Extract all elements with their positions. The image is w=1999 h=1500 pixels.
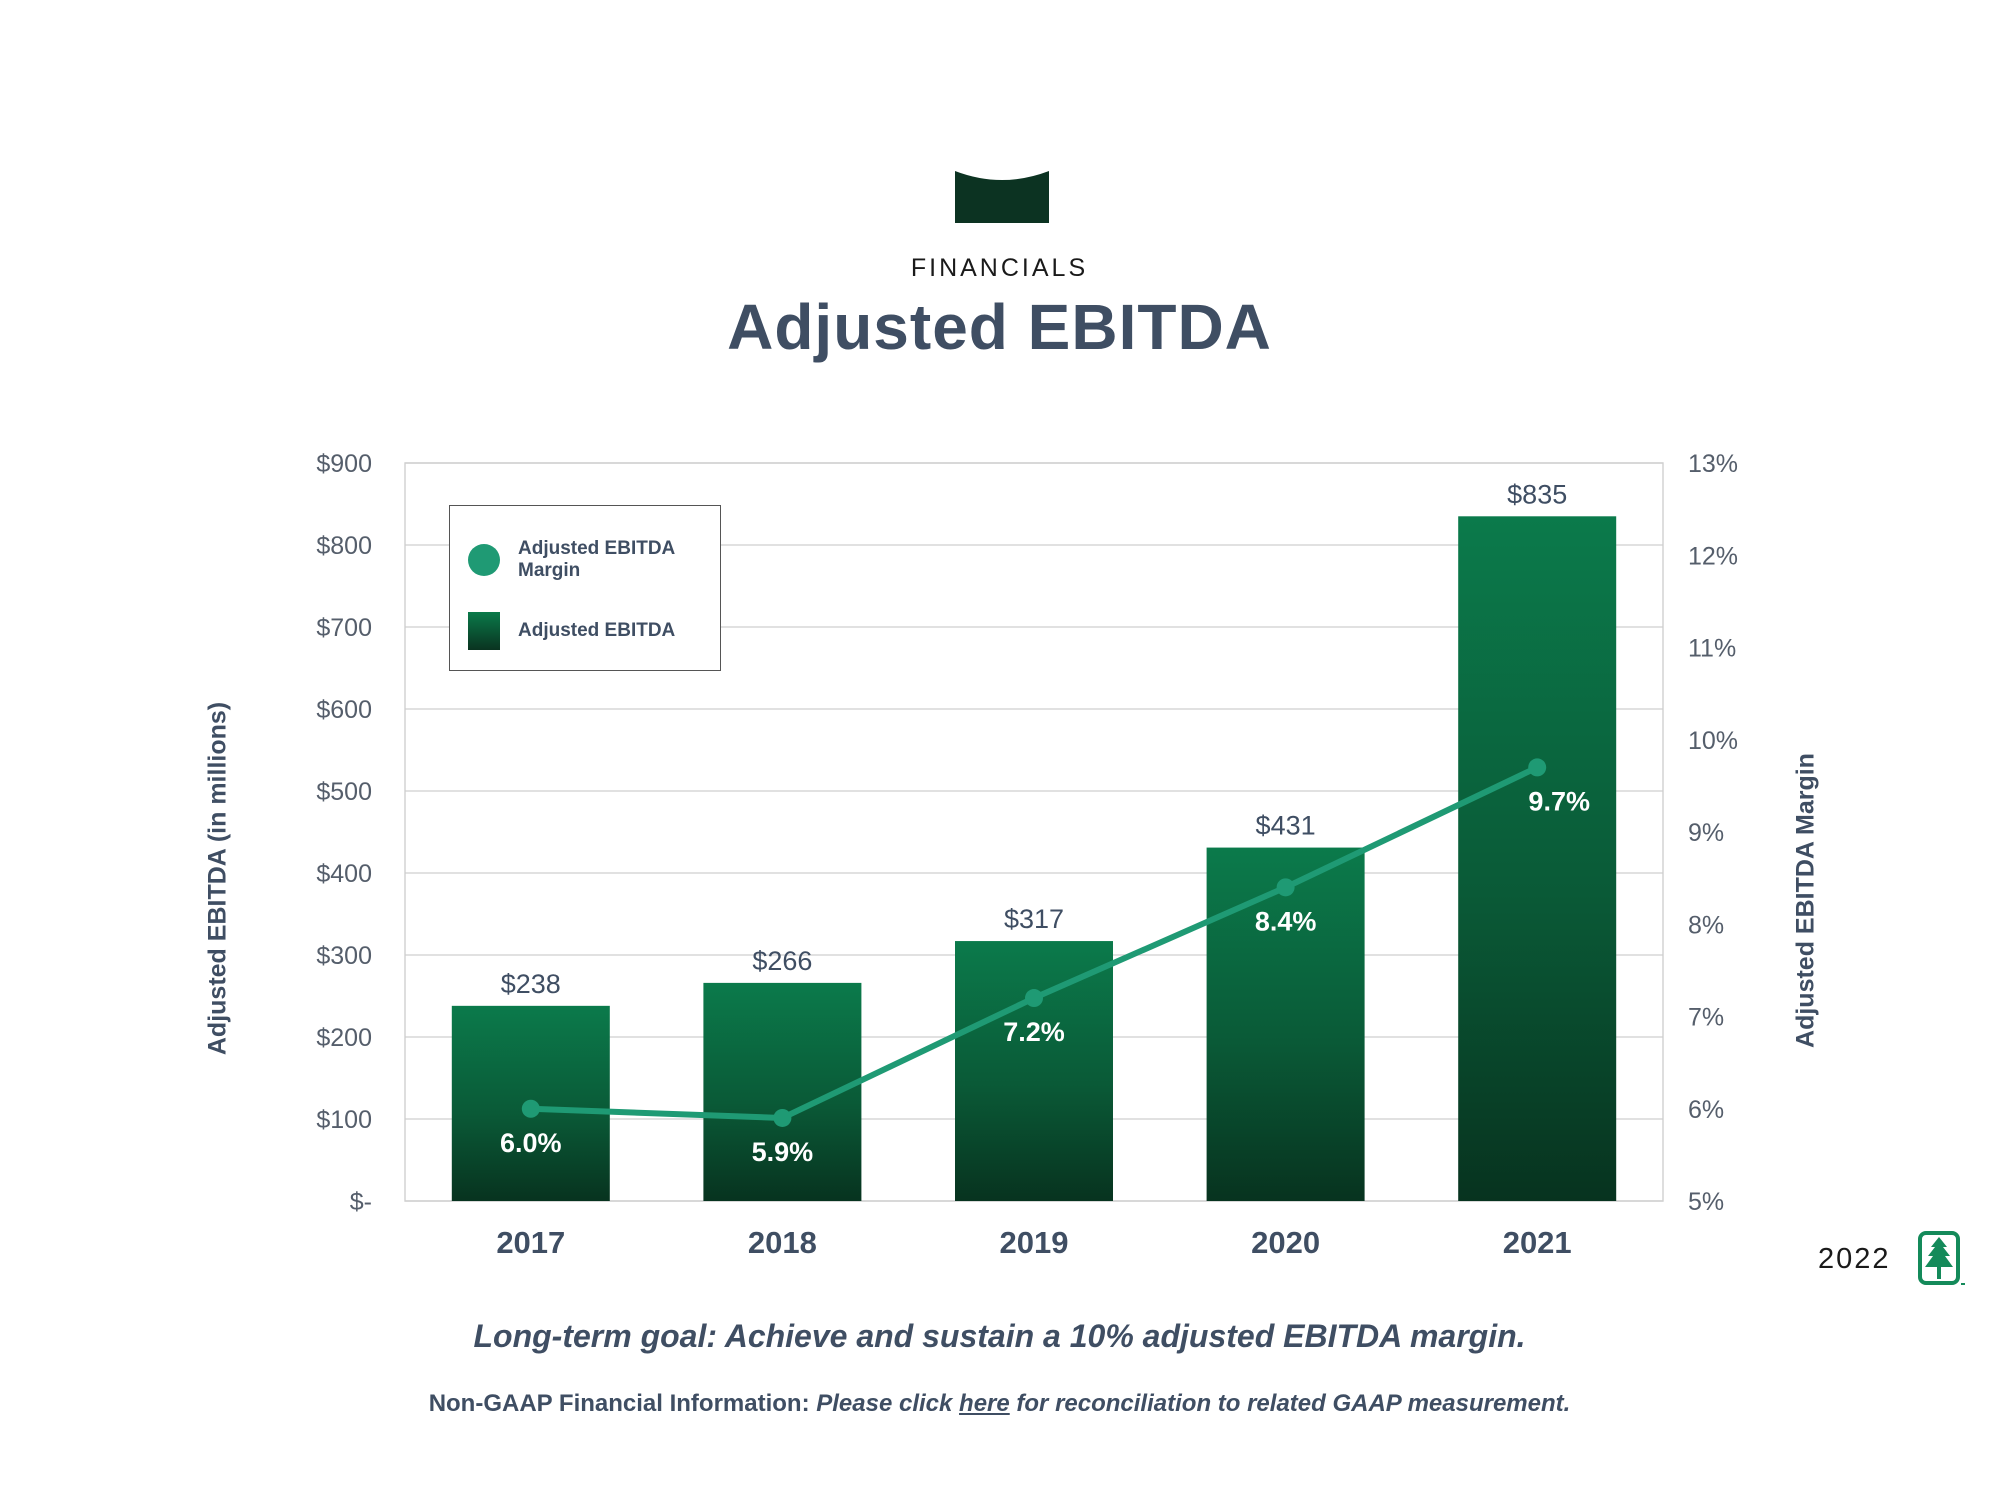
note-prefix: Non-GAAP Financial Information:	[428, 1390, 817, 1417]
left-tick-label: $500	[316, 778, 372, 806]
x-tick-label: 2019	[1000, 1225, 1069, 1260]
margin-point-2021	[1528, 758, 1547, 777]
x-tick-label: 2020	[1251, 1225, 1320, 1260]
left-tick-label: $100	[316, 1106, 372, 1134]
bar-2021	[1458, 516, 1617, 1201]
ebitda-chart: $- $100 $200 $300 $400 $500 $600 $700 $800 $900 5%…	[316, 450, 1738, 1260]
margin-value-label: 9.7%	[1528, 786, 1590, 816]
left-tick-label: $300	[316, 942, 372, 970]
bar-value-label: $431	[1256, 811, 1316, 841]
right-tick-label: 12%	[1688, 542, 1738, 570]
legend-item-ebitda: Adjusted EBITDA	[468, 612, 708, 650]
left-tick-label: $900	[316, 450, 372, 478]
legend-margin-dot-icon	[468, 544, 500, 576]
margin-point-2017	[521, 1099, 540, 1118]
y-axis-left-label: Adjusted EBITDA (in millions)	[203, 701, 232, 1056]
margin-value-label: 6.0%	[500, 1128, 562, 1158]
legend-bar-swatch-icon	[468, 612, 500, 650]
margin-value-label: 8.4%	[1255, 906, 1317, 936]
note-click: Please click	[816, 1390, 960, 1417]
x-tick-label: 2017	[496, 1225, 565, 1260]
legend-item-margin: Adjusted EBITDA Margin	[468, 538, 708, 582]
section-label: FINANCIALS	[910, 254, 1089, 282]
page-title: Adjusted EBITDA	[727, 291, 1272, 363]
corner-year: 2022	[1818, 1243, 1891, 1275]
right-tick-label: 8%	[1688, 911, 1724, 939]
bar-value-label: $238	[501, 969, 561, 999]
x-tick-label: 2018	[748, 1225, 817, 1260]
bar-2019	[955, 941, 1113, 1201]
right-tick-label: 9%	[1688, 819, 1724, 847]
right-tick-label: 5%	[1688, 1188, 1724, 1216]
left-tick-label: $-	[350, 1188, 372, 1216]
right-tick-label: 7%	[1688, 1004, 1724, 1032]
bar-value-label: $835	[1507, 479, 1567, 509]
legend-ebitda-label: Adjusted EBITDA	[518, 620, 676, 641]
non-gaap-note: Non-GAAP Financial Information: Please c…	[0, 1390, 1999, 1418]
left-tick-label: $800	[316, 532, 372, 560]
bar-value-label: $317	[1004, 904, 1064, 934]
bar-value-label: $266	[752, 946, 812, 976]
right-tick-label: 13%	[1688, 450, 1738, 478]
left-tick-label: $600	[316, 696, 372, 724]
margin-value-label: 7.2%	[1003, 1017, 1065, 1047]
y-axis-right-label: Adjusted EBITDA Margin	[1791, 753, 1820, 1048]
left-tick-label: $200	[316, 1024, 372, 1052]
right-tick-label: 10%	[1688, 727, 1738, 755]
logo-tab-icon	[955, 171, 1049, 223]
reconciliation-link[interactable]: here	[959, 1390, 1010, 1417]
left-tick-label: $400	[316, 860, 372, 888]
x-tick-label: 2021	[1503, 1225, 1572, 1260]
right-tick-label: 11%	[1688, 635, 1736, 663]
bar-2020	[1206, 847, 1365, 1201]
legend-margin-label: Adjusted EBITDA Margin	[518, 538, 675, 581]
margin-point-2018	[773, 1108, 792, 1127]
right-tick-label: 6%	[1688, 1096, 1724, 1124]
chart-legend: Adjusted EBITDA Margin Adjusted EBITDA	[449, 505, 721, 671]
long-term-goal: Long-term goal: Achieve and sustain a 10…	[473, 1318, 1526, 1354]
margin-point-2019	[1025, 989, 1043, 1008]
margin-value-label: 5.9%	[752, 1137, 814, 1167]
margin-point-2020	[1276, 878, 1295, 897]
tree-logo-icon	[1918, 1231, 1965, 1285]
note-suffix: for reconciliation to related GAAP measu…	[1009, 1390, 1571, 1417]
left-tick-label: $700	[316, 614, 372, 642]
